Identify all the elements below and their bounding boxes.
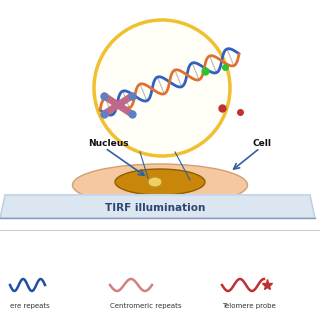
Text: Cell: Cell (252, 139, 271, 148)
Text: Centromeric repeats: Centromeric repeats (110, 303, 181, 309)
Ellipse shape (148, 177, 162, 187)
Text: Nucleus: Nucleus (88, 139, 129, 148)
Text: ere repeats: ere repeats (10, 303, 50, 309)
Polygon shape (0, 195, 315, 218)
Text: Telomere probe: Telomere probe (222, 303, 276, 309)
Ellipse shape (73, 164, 247, 206)
Ellipse shape (115, 169, 205, 195)
Text: TIRF illumination: TIRF illumination (105, 203, 205, 212)
Circle shape (94, 20, 230, 156)
